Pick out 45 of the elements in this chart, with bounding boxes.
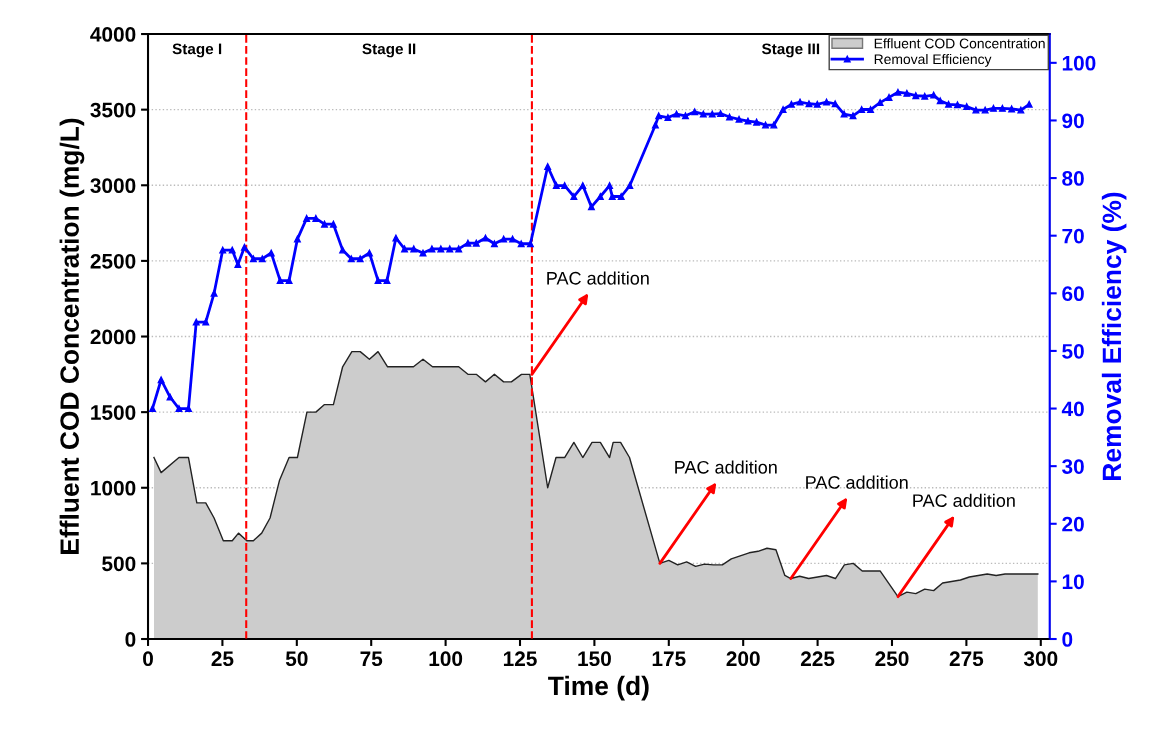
y2-tick-label: 90: [1062, 113, 1084, 129]
y2-tick-label: 50: [1062, 343, 1084, 359]
x-tick-label: 225: [800, 651, 835, 667]
annotation: Stage II: [362, 43, 416, 58]
y2-tick-label: 10: [1062, 574, 1084, 590]
annotation: PAC addition: [675, 460, 777, 474]
y2-axis-title: Removal Efficiency (%): [1101, 192, 1127, 480]
x-tick-label: 150: [578, 651, 611, 667]
y-tick-label: 4000: [90, 27, 136, 42]
y-axis-title: Effluent COD Concentration (mg/L): [59, 118, 85, 554]
x-tick-label: 100: [429, 651, 463, 667]
legend-label: Effluent COD Concentration: [874, 38, 1045, 49]
annotation: PAC addition: [806, 475, 908, 489]
y2-tick-label: 40: [1061, 401, 1084, 417]
y2-tick-label: 20: [1062, 516, 1084, 532]
annotation: PAC addition: [547, 271, 649, 285]
y2-tick-label: 80: [1062, 171, 1084, 186]
x-tick-label: 200: [726, 651, 760, 667]
y-tick-label: 3500: [90, 102, 136, 118]
y2-tick-label: 0: [1062, 632, 1073, 647]
x-axis-title: Time (d): [548, 675, 649, 701]
x-tick-label: 125: [503, 651, 537, 667]
x-tick-label: 75: [360, 651, 383, 667]
y-tick-label: 500: [102, 556, 136, 572]
annotation: PAC addition: [913, 493, 1015, 507]
y-tick-label: 3000: [90, 178, 136, 194]
x-tick-label: 250: [875, 651, 909, 667]
y-tick-label: 1000: [91, 480, 136, 496]
x-tick-label: 300: [1023, 651, 1058, 667]
y2-tick-label: 100: [1062, 55, 1096, 71]
legend-label: Removal Efficiency: [874, 53, 992, 67]
y2-tick-label: 70: [1062, 228, 1084, 244]
y2-tick-label: 60: [1062, 286, 1084, 302]
y-tick-label: 2500: [90, 253, 136, 269]
y-tick-label: 1500: [91, 405, 136, 420]
x-tick-label: 25: [211, 651, 234, 667]
y-tick-label: 2000: [90, 329, 136, 345]
annotation: Stage III: [761, 43, 820, 58]
annotation: Stage I: [172, 43, 222, 58]
x-tick-label: 275: [949, 651, 984, 667]
x-tick-label: 0: [143, 651, 153, 667]
y-tick-label: 0: [125, 632, 136, 647]
x-tick-label: 50: [285, 651, 308, 667]
y2-tick-label: 30: [1062, 459, 1084, 474]
x-tick-label: 175: [652, 651, 686, 667]
